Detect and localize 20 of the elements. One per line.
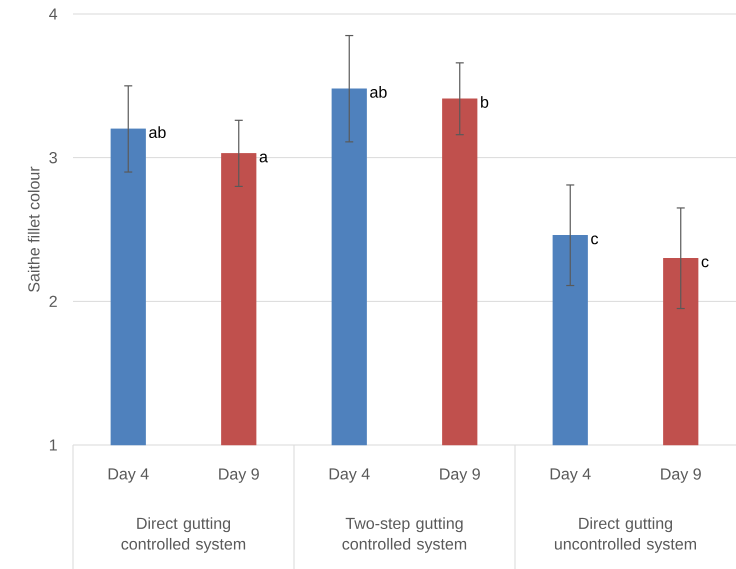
text: Direct gutting uncontrolled system: [554, 517, 696, 553]
y-tick-label: 1: [50, 440, 57, 451]
y-tick-label: 3: [49, 152, 57, 164]
data-label: ab: [370, 86, 387, 98]
data-label: ab: [149, 126, 166, 138]
data-label: c: [702, 258, 709, 268]
data-label: b: [481, 96, 488, 108]
x-tick-label: Day 4: [550, 468, 591, 483]
text: Direct gutting controlled system: [121, 517, 246, 553]
x-tick-label: Day 4: [108, 468, 149, 483]
x-tick-label: Day 4: [330, 468, 370, 483]
text: Two-step gutting controlled system: [342, 517, 466, 553]
data-label: a: [260, 154, 268, 162]
y-tick-label: 4: [49, 8, 58, 20]
x-tick-label: Day 9: [440, 468, 480, 483]
data-label: c: [591, 236, 598, 244]
y-axis-title: Saithe fillet colour: [28, 166, 40, 292]
y-tick-label: 2: [50, 296, 57, 307]
x-tick-label: Day 9: [219, 468, 259, 483]
x-tick-label: Day 9: [661, 468, 701, 483]
